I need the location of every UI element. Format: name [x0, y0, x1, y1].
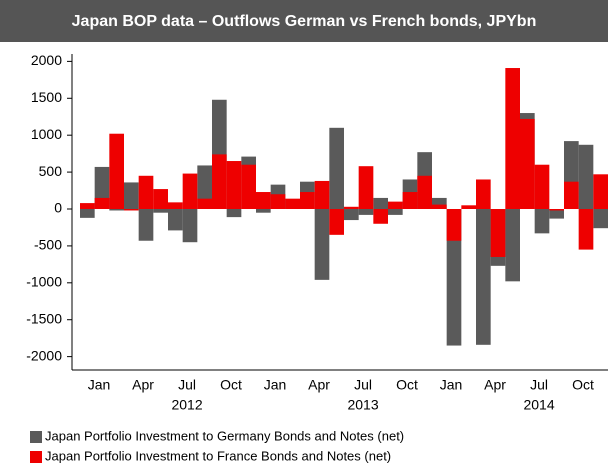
- bar: [94, 197, 110, 209]
- x-tick-label: Oct: [572, 377, 594, 393]
- bar: [109, 133, 124, 209]
- bar: [124, 209, 139, 211]
- bar: [256, 209, 271, 213]
- bar: [300, 192, 315, 209]
- x-tick-label: Oct: [220, 377, 242, 393]
- x-tick-label: Jan: [88, 377, 111, 393]
- x-tick-label: Jan: [440, 377, 463, 393]
- bar: [578, 209, 594, 250]
- bar: [549, 209, 564, 219]
- bar: [197, 165, 212, 209]
- y-tick-label: 500: [39, 163, 63, 179]
- bar: [593, 209, 608, 229]
- bar: [373, 209, 388, 224]
- bar: [578, 144, 594, 209]
- bar: [432, 197, 447, 209]
- legend-swatch: [30, 451, 42, 463]
- bar: [490, 209, 506, 257]
- bar: [505, 209, 520, 282]
- bar: [226, 161, 242, 209]
- x-tick-label: Apr: [484, 377, 506, 393]
- bar: [80, 209, 95, 218]
- bar: [344, 209, 359, 221]
- x-year-label: 2014: [523, 397, 554, 413]
- legend-label: Japan Portfolio Investment to Germany Bo…: [45, 428, 404, 443]
- title-bar: [0, 0, 608, 42]
- bar: [446, 209, 462, 346]
- bar: [446, 209, 462, 241]
- bar: [124, 182, 139, 209]
- bar: [270, 194, 286, 209]
- bar: [358, 209, 374, 215]
- bar: [256, 192, 271, 209]
- bar: [329, 209, 344, 235]
- bar: [314, 209, 330, 280]
- bar: [212, 154, 227, 209]
- bar: [402, 192, 418, 209]
- legend-label: Japan Portfolio Investment to France Bon…: [45, 448, 391, 463]
- bar: [182, 173, 198, 209]
- bar: [153, 189, 168, 209]
- bar: [80, 203, 95, 209]
- x-year-label: 2012: [171, 397, 202, 413]
- bar: [168, 209, 183, 231]
- bar: [168, 202, 183, 209]
- bar: [505, 68, 520, 210]
- bar: [153, 209, 168, 213]
- y-tick-label: 1500: [31, 89, 62, 105]
- y-tick-label: 2000: [31, 52, 62, 68]
- x-year-label: 2013: [347, 397, 378, 413]
- bar: [344, 206, 359, 209]
- bar: [593, 174, 608, 209]
- y-tick-label: 0: [54, 200, 62, 216]
- x-tick-label: Jul: [530, 377, 548, 393]
- bar: [373, 197, 388, 209]
- bar: [534, 209, 550, 234]
- bar: [285, 198, 300, 209]
- bar: [520, 118, 535, 209]
- bar: [197, 198, 212, 209]
- bar: [329, 127, 344, 209]
- bar: [138, 209, 154, 241]
- bar: [226, 209, 242, 218]
- x-tick-label: Jul: [178, 377, 196, 393]
- bar: [109, 209, 124, 211]
- bar: [476, 179, 491, 209]
- bar: [461, 205, 476, 209]
- bar: [388, 201, 403, 209]
- y-tick-label: -2000: [26, 347, 62, 363]
- bar: [388, 209, 403, 215]
- bar: [476, 209, 491, 345]
- bar: [534, 164, 550, 209]
- x-tick-label: Jan: [264, 377, 287, 393]
- chart-title: Japan BOP data – Outflows German vs Fren…: [72, 13, 537, 30]
- bar: [138, 175, 154, 209]
- bar: [314, 180, 330, 209]
- x-tick-label: Apr: [132, 377, 154, 393]
- bar: [549, 209, 564, 211]
- x-tick-label: Oct: [396, 377, 418, 393]
- y-tick-label: -1500: [26, 310, 62, 326]
- bar: [564, 181, 579, 209]
- bar: [432, 204, 447, 209]
- x-tick-label: Apr: [308, 377, 330, 393]
- bar: [241, 164, 256, 209]
- x-tick-label: Jul: [354, 377, 372, 393]
- y-tick-label: -500: [34, 237, 62, 253]
- y-tick-label: 1000: [31, 126, 62, 142]
- bar: [182, 209, 198, 243]
- bar: [358, 166, 374, 209]
- bar: [417, 175, 432, 209]
- legend-swatch: [30, 431, 42, 443]
- y-tick-label: -1000: [26, 274, 62, 290]
